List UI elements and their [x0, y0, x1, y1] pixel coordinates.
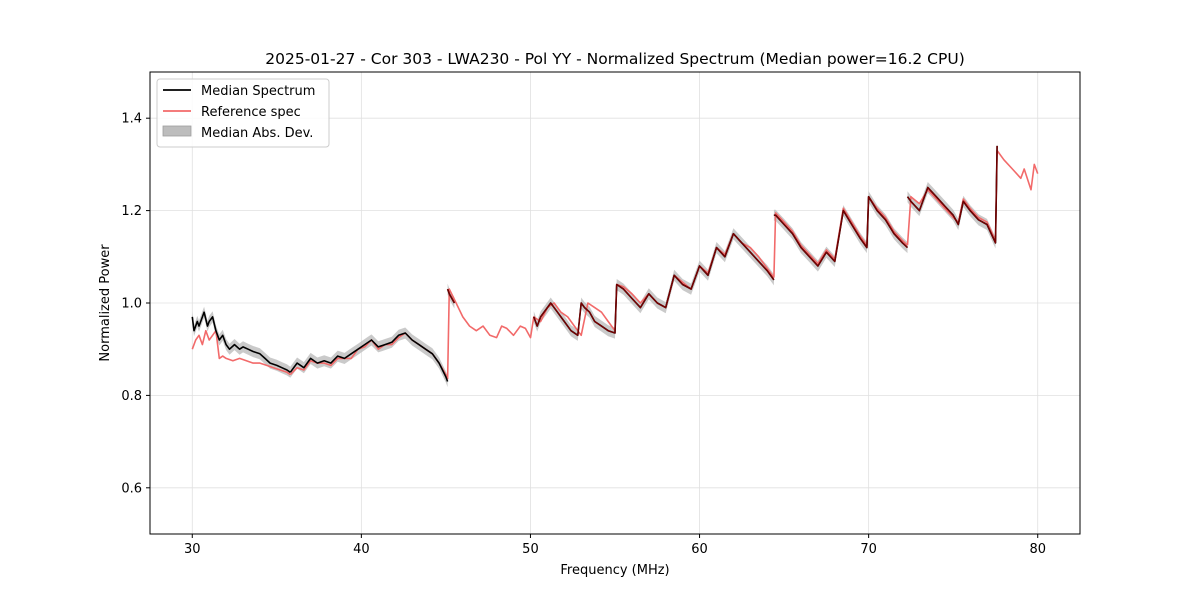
median-spectrum-line: [289, 332, 449, 382]
x-tick-label: 80: [1029, 542, 1046, 557]
overlap-layer: [446, 145, 998, 336]
reference-spec-line: [191, 329, 291, 376]
legend-median-label: Median Spectrum: [201, 84, 315, 99]
legend-mad-swatch: [162, 125, 192, 137]
y-axis-label: Normalized Power: [98, 244, 113, 362]
overlap-line: [773, 196, 908, 267]
grid-layer: [150, 72, 1080, 534]
mad-band: [290, 327, 448, 388]
median-spectrum-line: [191, 311, 291, 373]
y-tick-label: 1.0: [121, 297, 142, 312]
legend: Median Spectrum Reference spec Median Ab…: [156, 78, 330, 148]
overlap-line: [446, 288, 456, 304]
overlap-line: [906, 145, 998, 244]
legend-reference-label: Reference spec: [201, 105, 301, 120]
y-tick-label: 0.8: [121, 389, 142, 404]
x-axis-label: Frequency (MHz): [560, 563, 669, 578]
legend-mad-label: Median Abs. Dev.: [201, 126, 313, 141]
y-tick-label: 0.6: [121, 481, 142, 496]
x-tick-label: 40: [353, 542, 370, 557]
reference-spec-line: [906, 149, 1039, 246]
x-tick-label: 70: [860, 542, 877, 557]
y-tick-label: 1.2: [121, 204, 142, 219]
x-ticks: 30 40 50 60 70 80: [184, 534, 1046, 557]
y-tick-label: 1.4: [121, 112, 142, 127]
x-tick-label: 30: [184, 542, 201, 557]
y-ticks: 0.6 0.8 1.0 1.2 1.4: [121, 112, 150, 496]
x-tick-label: 60: [691, 542, 708, 557]
x-tick-label: 50: [522, 542, 539, 557]
chart-title: 2025-01-27 - Cor 303 - LWA230 - Pol YY -…: [265, 50, 965, 68]
overlap-line: [533, 233, 775, 336]
legend-box: [156, 78, 330, 148]
reference-spec-line: [773, 195, 909, 278]
